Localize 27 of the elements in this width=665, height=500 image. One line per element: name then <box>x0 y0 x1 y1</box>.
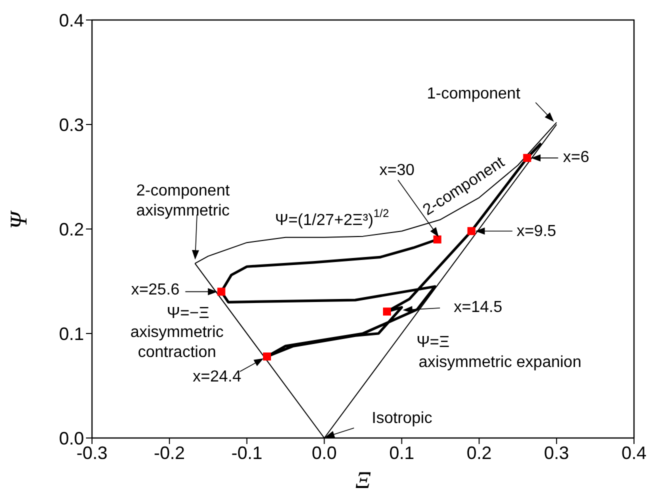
annotation: Ψ=(1/27+2Ξ³)$^{1/2}$ <box>274 208 390 228</box>
y-tick-label: 0.0 <box>58 428 84 448</box>
y-tick-label: 0.4 <box>58 10 84 30</box>
annotation: x=25.6 <box>131 281 180 298</box>
x-tick-label: 0.1 <box>389 442 414 463</box>
annotation: Ψ=−Ξ <box>166 304 210 322</box>
annotation: Ψ=Ξ <box>416 334 450 350</box>
annotation: x=24.4 <box>192 368 242 385</box>
y-tick-label: 0.2 <box>58 219 84 240</box>
annotation: x=6 <box>563 148 590 166</box>
annotation: axisymmetric expanion <box>418 354 582 370</box>
y-tick-label: 0.3 <box>58 114 84 135</box>
annotation: Isotropic <box>372 410 432 426</box>
x-tick-label: 0.0 <box>312 442 337 463</box>
annotation: x=9.5 <box>516 222 556 240</box>
y-axis-title: Ψ <box>6 210 33 229</box>
annotation: 1-component <box>426 85 521 102</box>
x-tick-label: 0.3 <box>544 442 570 463</box>
x-tick-label: 0.4 <box>621 442 647 463</box>
annotation: 2-component axisymmetric <box>136 182 230 219</box>
x-tick-label: 0.2 <box>466 442 492 463</box>
x-tick-label: -0.1 <box>231 442 262 463</box>
x-axis-title: Ξ <box>355 468 372 494</box>
annotation: x=30 <box>379 162 415 178</box>
x-tick-label: -0.2 <box>154 442 185 463</box>
y-tick-label: 0.1 <box>58 324 84 344</box>
annotation: x=14.5 <box>454 298 502 316</box>
